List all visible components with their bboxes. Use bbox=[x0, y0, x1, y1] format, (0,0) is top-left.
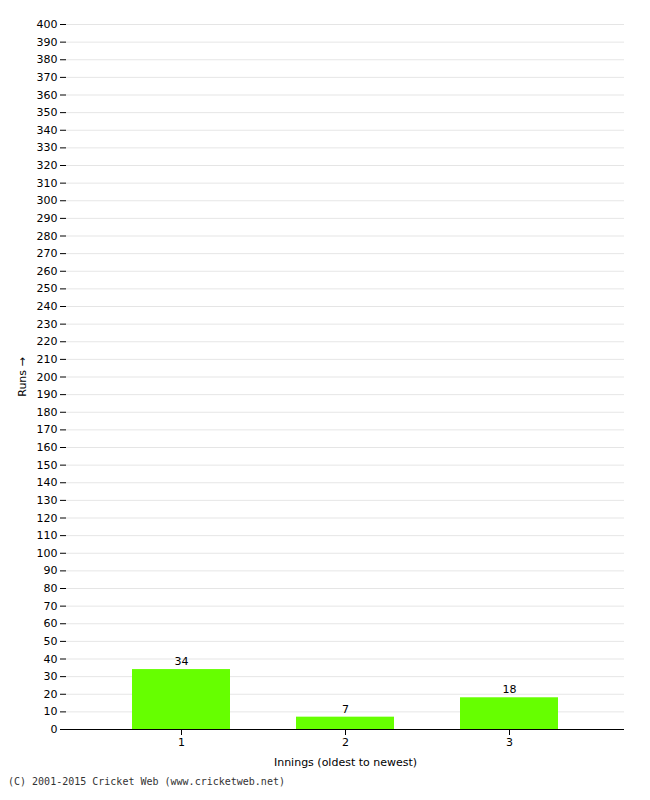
svg-text:400: 400 bbox=[37, 18, 58, 31]
svg-text:18: 18 bbox=[503, 683, 517, 696]
svg-text:200: 200 bbox=[37, 371, 58, 384]
svg-text:210: 210 bbox=[37, 353, 58, 366]
svg-text:110: 110 bbox=[37, 529, 58, 542]
svg-text:140: 140 bbox=[37, 476, 58, 489]
svg-text:350: 350 bbox=[37, 106, 58, 119]
svg-text:340: 340 bbox=[37, 124, 58, 137]
svg-text:100: 100 bbox=[37, 547, 58, 560]
svg-text:120: 120 bbox=[37, 512, 58, 525]
svg-text:290: 290 bbox=[37, 212, 58, 225]
svg-text:170: 170 bbox=[37, 423, 58, 436]
svg-text:40: 40 bbox=[44, 653, 58, 666]
svg-text:380: 380 bbox=[37, 53, 58, 66]
svg-text:1: 1 bbox=[178, 736, 185, 749]
svg-text:300: 300 bbox=[37, 194, 58, 207]
svg-text:330: 330 bbox=[37, 141, 58, 154]
svg-text:150: 150 bbox=[37, 459, 58, 472]
svg-text:34: 34 bbox=[175, 655, 189, 668]
html-text:(C) 2001-2015 Cricket Web (www: (C) 2001-2015 Cricket Web (www.cricketwe… bbox=[8, 776, 285, 787]
svg-text:10: 10 bbox=[44, 705, 58, 718]
svg-text:360: 360 bbox=[37, 89, 58, 102]
svg-text:2: 2 bbox=[342, 736, 349, 749]
svg-text:90: 90 bbox=[44, 564, 58, 577]
svg-text:Runs →: Runs → bbox=[16, 357, 29, 397]
svg-text:Innings (oldest to newest): Innings (oldest to newest) bbox=[274, 756, 417, 769]
svg-text:240: 240 bbox=[37, 300, 58, 313]
svg-text:130: 130 bbox=[37, 494, 58, 507]
svg-text:370: 370 bbox=[37, 71, 58, 84]
svg-text:30: 30 bbox=[44, 670, 58, 683]
svg-text:80: 80 bbox=[44, 582, 58, 595]
svg-text:180: 180 bbox=[37, 406, 58, 419]
svg-text:310: 310 bbox=[37, 177, 58, 190]
svg-text:60: 60 bbox=[44, 617, 58, 630]
svg-text:20: 20 bbox=[44, 688, 58, 701]
svg-text:280: 280 bbox=[37, 230, 58, 243]
svg-text:7: 7 bbox=[342, 703, 349, 716]
svg-text:260: 260 bbox=[37, 265, 58, 278]
svg-text:250: 250 bbox=[37, 282, 58, 295]
svg-text:220: 220 bbox=[37, 335, 58, 348]
svg-text:160: 160 bbox=[37, 441, 58, 454]
svg-text:70: 70 bbox=[44, 600, 58, 613]
svg-text:3: 3 bbox=[506, 736, 513, 749]
svg-text:0: 0 bbox=[51, 723, 58, 736]
svg-text:190: 190 bbox=[37, 388, 58, 401]
svg-text:50: 50 bbox=[44, 635, 58, 648]
svg-text:270: 270 bbox=[37, 247, 58, 260]
svg-text:320: 320 bbox=[37, 159, 58, 172]
svg-text:230: 230 bbox=[37, 318, 58, 331]
svg-text:390: 390 bbox=[37, 36, 58, 49]
